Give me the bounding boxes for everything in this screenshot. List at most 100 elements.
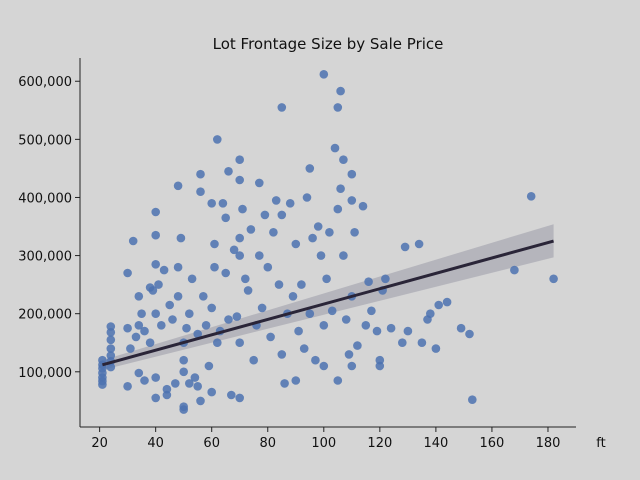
data-point: [243, 286, 253, 295]
data-point: [375, 361, 385, 371]
data-point: [207, 387, 216, 397]
data-point: [333, 376, 343, 385]
data-point: [372, 326, 382, 336]
data-point: [106, 328, 116, 337]
data-point: [106, 362, 116, 372]
data-point: [350, 228, 359, 237]
data-point: [400, 242, 410, 252]
data-point: [235, 338, 244, 348]
data-point: [398, 338, 407, 348]
data-point: [207, 303, 216, 313]
x-tick-label: 160: [480, 436, 505, 451]
data-point: [285, 199, 295, 208]
data-point: [232, 312, 242, 321]
data-point: [151, 309, 160, 319]
data-point: [341, 315, 351, 324]
data-point: [280, 379, 289, 388]
data-point: [260, 210, 270, 220]
data-point: [176, 233, 186, 243]
data-point: [190, 373, 200, 382]
data-point: [173, 262, 183, 272]
data-point: [173, 292, 183, 301]
data-point: [319, 361, 329, 371]
data-point: [238, 204, 247, 214]
data-point: [386, 323, 396, 333]
data-point: [241, 274, 250, 284]
data-point: [468, 395, 477, 405]
data-point: [325, 228, 334, 237]
regression-line: [102, 239, 554, 367]
data-point: [154, 280, 163, 289]
data-point: [210, 262, 219, 272]
data-point: [213, 135, 222, 144]
data-point: [291, 376, 301, 385]
data-point: [269, 228, 278, 237]
data-point: [257, 303, 267, 313]
confidence-band-layer: [102, 224, 554, 371]
data-point: [266, 332, 275, 342]
data-point: [151, 207, 160, 217]
data-point: [221, 213, 230, 223]
data-point: [106, 335, 116, 345]
data-point: [98, 355, 107, 365]
data-point: [145, 338, 155, 348]
data-point: [339, 251, 348, 260]
data-point: [235, 155, 244, 164]
data-point: [305, 164, 315, 173]
data-point: [263, 262, 273, 272]
data-point: [442, 297, 452, 307]
data-point: [344, 350, 354, 359]
data-point: [213, 338, 222, 348]
data-point: [347, 196, 357, 205]
data-point: [277, 210, 287, 220]
data-point: [381, 274, 390, 284]
x-tick-label: 40: [147, 436, 164, 451]
y-tick-label: 200,000: [18, 308, 72, 323]
data-point: [134, 368, 144, 378]
data-point: [235, 251, 244, 260]
data-point: [403, 326, 413, 336]
data-point: [224, 315, 233, 324]
data-point: [182, 323, 191, 333]
data-point: [123, 382, 132, 391]
x-tick-label: 20: [91, 436, 108, 451]
points-layer: [98, 70, 558, 414]
data-point: [221, 268, 230, 278]
data-point: [274, 280, 284, 289]
data-point: [140, 326, 149, 336]
data-point: [165, 300, 174, 310]
data-point: [151, 260, 160, 269]
data-point: [465, 329, 474, 339]
data-point: [227, 390, 236, 400]
data-point: [140, 376, 149, 385]
data-point: [327, 306, 337, 316]
data-point: [201, 321, 211, 330]
data-point: [246, 225, 256, 234]
data-point: [431, 344, 441, 353]
data-point: [336, 86, 345, 96]
data-point: [123, 323, 132, 333]
data-point: [235, 233, 244, 243]
data-point: [254, 178, 264, 188]
data-point: [358, 201, 368, 211]
data-point: [137, 309, 146, 319]
data-point: [98, 364, 107, 373]
data-point: [151, 230, 160, 240]
data-point: [235, 175, 244, 185]
data-point: [333, 103, 343, 112]
data-point: [526, 192, 536, 201]
data-point: [185, 309, 194, 319]
data-point: [316, 251, 326, 260]
data-point: [106, 344, 116, 353]
data-point: [235, 393, 244, 403]
data-point: [414, 239, 424, 249]
data-point: [319, 321, 329, 330]
data-point: [347, 361, 357, 371]
x-tick-label: 60: [203, 436, 220, 451]
data-point: [187, 274, 197, 284]
data-point: [277, 350, 287, 359]
data-point: [291, 239, 301, 249]
data-point: [224, 167, 233, 176]
y-tick-label: 600,000: [18, 75, 72, 90]
